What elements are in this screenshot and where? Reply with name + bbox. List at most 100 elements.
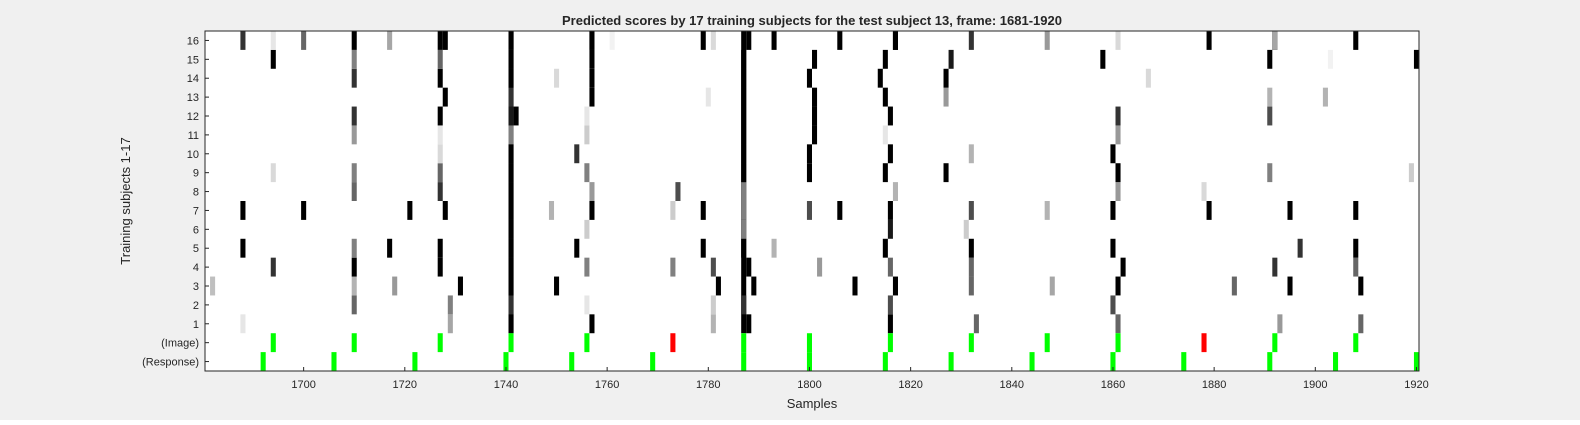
heatmap-cell xyxy=(882,125,888,145)
heatmap-cell xyxy=(741,87,747,107)
heatmap-cells xyxy=(210,31,1419,371)
heatmap-cell xyxy=(751,276,757,296)
heatmap-cell xyxy=(705,87,711,107)
heatmap-cell xyxy=(1267,106,1273,126)
y-tick-label: 2 xyxy=(193,300,199,312)
heatmap-cell xyxy=(887,201,893,220)
heatmap-cell xyxy=(437,125,443,145)
heatmap-cell xyxy=(1115,182,1121,201)
heatmap-cell xyxy=(1110,144,1116,164)
heatmap-cell xyxy=(741,201,747,220)
heatmap-cell xyxy=(1408,163,1414,183)
heatmap-cell xyxy=(589,182,595,201)
heatmap-cell xyxy=(1287,201,1293,220)
heatmap-cell xyxy=(1115,163,1121,183)
heatmap-cell xyxy=(437,257,443,277)
heatmap-cell xyxy=(584,106,590,126)
heatmap-cell xyxy=(1272,31,1278,50)
y-tick-label: 15 xyxy=(187,54,199,66)
heatmap-cell xyxy=(301,31,307,50)
heatmap-cell xyxy=(351,125,357,145)
x-tick-label: 1860 xyxy=(1101,379,1125,391)
heatmap-cell xyxy=(584,295,590,315)
heatmap-cell xyxy=(1100,49,1106,69)
heatmap-cell xyxy=(1115,31,1121,50)
image-event xyxy=(1044,333,1050,353)
heatmap-cell xyxy=(771,31,777,50)
heatmap-cell xyxy=(882,87,888,107)
response-event xyxy=(331,352,337,371)
heatmap-cell xyxy=(554,68,560,88)
heatmap-cell xyxy=(210,276,216,296)
x-tick-label: 1820 xyxy=(898,379,922,391)
y-tick-label: 8 xyxy=(193,187,199,199)
heatmap-cell xyxy=(1322,87,1328,107)
heatmap-cell xyxy=(1267,87,1273,107)
heatmap-cell xyxy=(240,31,246,50)
heatmap-cell xyxy=(554,276,560,296)
heatmap-cell xyxy=(968,238,974,258)
x-tick-label: 1760 xyxy=(595,379,619,391)
heatmap-cell xyxy=(1353,31,1359,50)
heatmap-cell xyxy=(1145,68,1151,88)
heatmap-cell xyxy=(1353,257,1359,277)
heatmap-cell xyxy=(351,163,357,183)
heatmap-cell xyxy=(508,163,514,183)
heatmap-cell xyxy=(1327,49,1334,69)
image-event xyxy=(437,333,443,353)
image-event xyxy=(1272,333,1278,353)
heatmap-cell xyxy=(968,144,974,164)
heatmap-cell xyxy=(700,201,706,220)
heatmap-cell xyxy=(741,125,747,145)
heatmap-cell xyxy=(771,238,777,258)
y-tick-label: 10 xyxy=(187,149,199,161)
heatmap-cell xyxy=(1206,31,1212,50)
image-event xyxy=(270,333,276,353)
heatmap-cell xyxy=(812,125,818,145)
x-tick-label: 1780 xyxy=(696,379,720,391)
heatmap-cell xyxy=(442,201,448,220)
image-event xyxy=(584,333,590,353)
heatmap-cell xyxy=(589,49,595,69)
heatmap-cell xyxy=(817,257,823,277)
heatmap-cell xyxy=(437,182,443,201)
heatmap-cell xyxy=(1277,314,1283,334)
y-tick-label: 4 xyxy=(193,262,199,274)
heatmap-cell xyxy=(437,163,443,183)
heatmap-cell xyxy=(574,144,580,164)
heatmap-cell xyxy=(301,201,307,220)
heatmap-cell xyxy=(457,276,463,296)
heatmap-cell xyxy=(882,238,888,258)
heatmap-cell xyxy=(746,257,752,277)
heatmap-cell xyxy=(968,31,974,50)
heatmap-cell xyxy=(892,31,898,50)
y-tick-label: 6 xyxy=(193,224,199,236)
y-tick-label: (Response) xyxy=(142,357,199,369)
heatmap-cell xyxy=(943,163,949,183)
image-event xyxy=(1115,333,1121,353)
heatmap-cell xyxy=(670,201,676,220)
heatmap-cell xyxy=(1049,276,1055,296)
response-event xyxy=(569,352,575,371)
heatmap-cell xyxy=(812,87,818,107)
y-tick-label: 1 xyxy=(193,319,199,331)
heatmap-cell xyxy=(892,276,898,296)
heatmap-cell xyxy=(710,257,716,277)
x-tick-label: 1920 xyxy=(1404,379,1428,391)
response-event xyxy=(1181,352,1187,371)
heatmap-cell xyxy=(240,314,246,334)
heatmap-cell xyxy=(240,201,246,220)
heatmap-cell xyxy=(1110,238,1116,258)
heatmap-cell xyxy=(710,314,716,334)
heatmap-cell xyxy=(351,106,357,126)
heatmap-cell xyxy=(1044,201,1050,220)
response-event xyxy=(741,352,747,371)
heatmap-cell xyxy=(351,68,357,88)
heatmap-cell xyxy=(806,201,812,220)
heatmap-cell xyxy=(812,49,818,69)
heatmap-cell xyxy=(351,31,357,50)
heatmap-cell xyxy=(887,295,893,315)
y-tick-label: 16 xyxy=(187,35,199,47)
